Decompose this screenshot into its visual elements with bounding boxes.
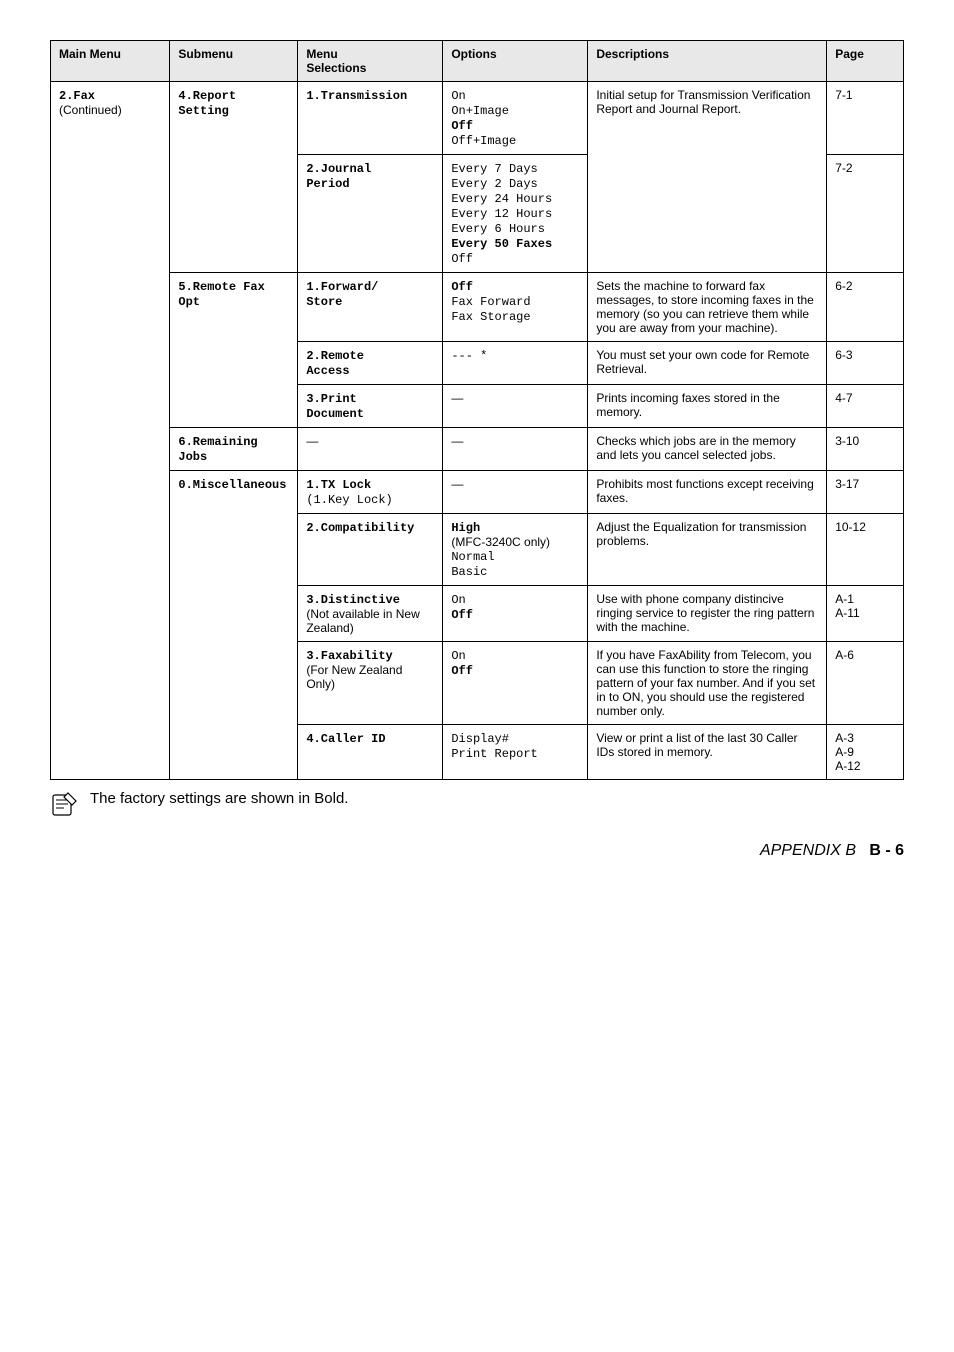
cell-page: 3-10 bbox=[827, 428, 904, 471]
cell-page: 6-3 bbox=[827, 342, 904, 385]
table-row: 2.Fax (Continued) 4.Report Setting 1.Tra… bbox=[51, 82, 904, 155]
cell-desc: If you have FaxAbility from Telecom, you… bbox=[588, 642, 827, 725]
cell-menu-sel: — bbox=[298, 428, 443, 471]
cell-desc: Prints incoming faxes stored in the memo… bbox=[588, 385, 827, 428]
cell-options: — bbox=[443, 385, 588, 428]
cell-menu-sel: 1.Transmission bbox=[298, 82, 443, 155]
cell-options: High (MFC-3240C only) Normal Basic bbox=[443, 514, 588, 586]
page-footer: APPENDIX B B - 6 bbox=[50, 842, 904, 860]
cell-submenu: 0.Miscellaneous bbox=[170, 471, 298, 780]
cell-page: 10-12 bbox=[827, 514, 904, 586]
cell-options: --- * bbox=[443, 342, 588, 385]
cell-options: Off Fax Forward Fax Storage bbox=[443, 273, 588, 342]
col-main-menu: Main Menu bbox=[51, 41, 170, 82]
cell-submenu: 5.Remote Fax Opt bbox=[170, 273, 298, 428]
cell-page: 6-2 bbox=[827, 273, 904, 342]
col-page: Page bbox=[827, 41, 904, 82]
cell-options: On Off bbox=[443, 642, 588, 725]
cell-desc: You must set your own code for Remote Re… bbox=[588, 342, 827, 385]
cell-page: A-1 A-11 bbox=[827, 586, 904, 642]
cell-options: On On+Image Off Off+Image bbox=[443, 82, 588, 155]
cell-page: A-6 bbox=[827, 642, 904, 725]
footnote: The factory settings are shown in Bold. bbox=[50, 790, 904, 822]
cell-menu-sel: 3.Print Document bbox=[298, 385, 443, 428]
table-row: 5.Remote Fax Opt 1.Forward/ Store Off Fa… bbox=[51, 273, 904, 342]
note-icon bbox=[50, 790, 78, 822]
appendix-label: APPENDIX B bbox=[760, 842, 856, 859]
menu-table: Main Menu Submenu Menu Selections Option… bbox=[50, 40, 904, 780]
cell-page: A-3 A-9 A-12 bbox=[827, 725, 904, 780]
cell-options: — bbox=[443, 428, 588, 471]
cell-page: 7-2 bbox=[827, 155, 904, 273]
col-submenu: Submenu bbox=[170, 41, 298, 82]
cell-submenu: 6.Remaining Jobs bbox=[170, 428, 298, 471]
cell-menu-sel: 2.Remote Access bbox=[298, 342, 443, 385]
col-menu-selections: Menu Selections bbox=[298, 41, 443, 82]
table-row: 6.Remaining Jobs — — Checks which jobs a… bbox=[51, 428, 904, 471]
cell-desc: Initial setup for Transmission Verificat… bbox=[588, 82, 827, 273]
cell-desc: Use with phone company distincive ringin… bbox=[588, 586, 827, 642]
page-number: B - 6 bbox=[869, 842, 904, 859]
cell-menu-sel: 4.Caller ID bbox=[298, 725, 443, 780]
cell-menu-sel: 2.Compatibility bbox=[298, 514, 443, 586]
cell-options: Every 7 Days Every 2 Days Every 24 Hours… bbox=[443, 155, 588, 273]
cell-desc: Sets the machine to forward fax messages… bbox=[588, 273, 827, 342]
cell-desc: Adjust the Equalization for transmission… bbox=[588, 514, 827, 586]
footnote-text: The factory settings are shown in Bold. bbox=[90, 790, 348, 807]
cell-page: 7-1 bbox=[827, 82, 904, 155]
cell-menu-sel: 1.Forward/ Store bbox=[298, 273, 443, 342]
cell-page: 4-7 bbox=[827, 385, 904, 428]
cell-menu-sel: 3.Distinctive (Not available in New Zeal… bbox=[298, 586, 443, 642]
table-row: 0.Miscellaneous 1.TX Lock (1.Key Lock) —… bbox=[51, 471, 904, 514]
table-header-row: Main Menu Submenu Menu Selections Option… bbox=[51, 41, 904, 82]
cell-options: — bbox=[443, 471, 588, 514]
cell-menu-sel: 3.Faxability (For New Zealand Only) bbox=[298, 642, 443, 725]
cell-submenu: 4.Report Setting bbox=[170, 82, 298, 273]
cell-main-menu: 2.Fax (Continued) bbox=[51, 82, 170, 780]
cell-menu-sel: 1.TX Lock (1.Key Lock) bbox=[298, 471, 443, 514]
col-descriptions: Descriptions bbox=[588, 41, 827, 82]
cell-desc: Checks which jobs are in the memory and … bbox=[588, 428, 827, 471]
cell-options: Display# Print Report bbox=[443, 725, 588, 780]
cell-desc: Prohibits most functions except receivin… bbox=[588, 471, 827, 514]
cell-desc: View or print a list of the last 30 Call… bbox=[588, 725, 827, 780]
cell-menu-sel: 2.Journal Period bbox=[298, 155, 443, 273]
cell-options: On Off bbox=[443, 586, 588, 642]
cell-page: 3-17 bbox=[827, 471, 904, 514]
col-options: Options bbox=[443, 41, 588, 82]
